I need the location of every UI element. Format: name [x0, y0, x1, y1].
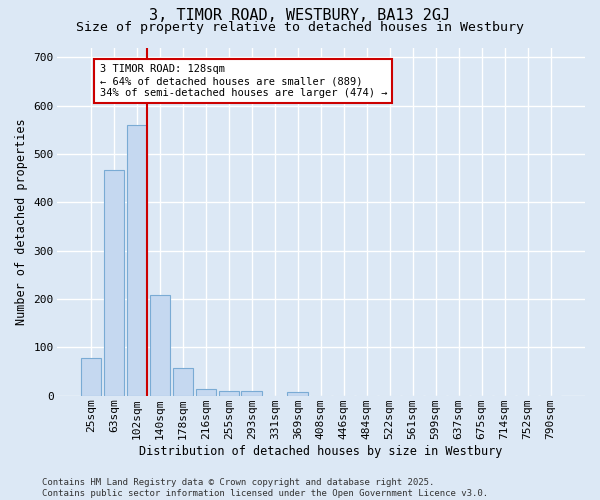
Bar — [127, 125, 147, 396]
Bar — [196, 389, 216, 396]
Text: 3 TIMOR ROAD: 128sqm
← 64% of detached houses are smaller (889)
34% of semi-deta: 3 TIMOR ROAD: 128sqm ← 64% of detached h… — [100, 64, 387, 98]
Text: Size of property relative to detached houses in Westbury: Size of property relative to detached ho… — [76, 21, 524, 34]
Bar — [149, 295, 170, 396]
Y-axis label: Number of detached properties: Number of detached properties — [15, 118, 28, 325]
Bar — [173, 368, 193, 396]
X-axis label: Distribution of detached houses by size in Westbury: Distribution of detached houses by size … — [139, 444, 502, 458]
Bar — [287, 392, 308, 396]
Bar — [80, 358, 101, 396]
Bar — [218, 392, 239, 396]
Bar — [241, 392, 262, 396]
Text: Contains HM Land Registry data © Crown copyright and database right 2025.
Contai: Contains HM Land Registry data © Crown c… — [42, 478, 488, 498]
Text: 3, TIMOR ROAD, WESTBURY, BA13 2GJ: 3, TIMOR ROAD, WESTBURY, BA13 2GJ — [149, 8, 451, 22]
Bar — [104, 170, 124, 396]
